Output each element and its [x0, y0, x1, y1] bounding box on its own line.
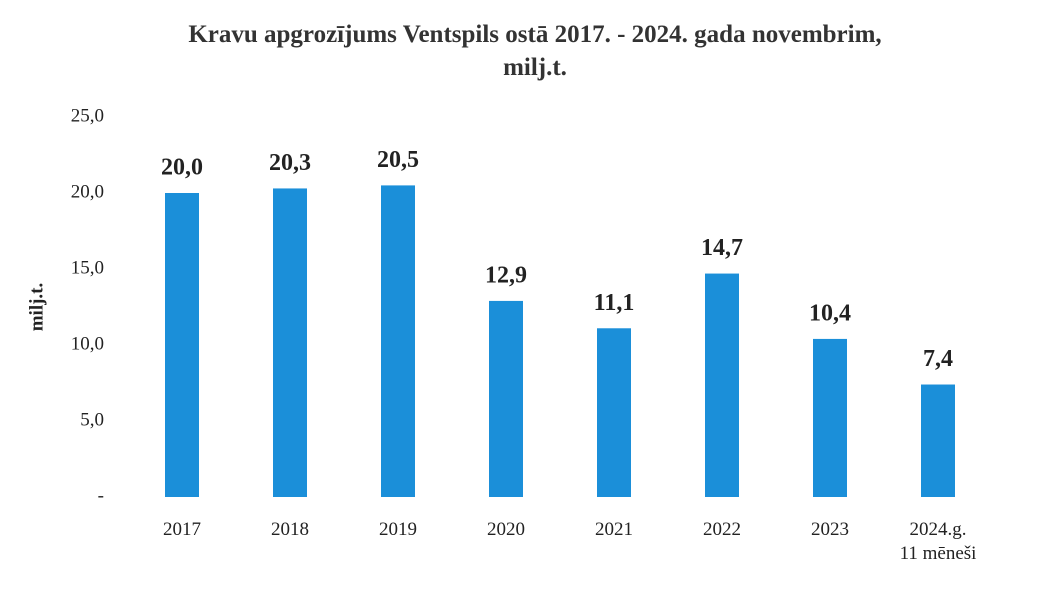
bar [165, 193, 199, 497]
x-tick-label: 2020 [487, 519, 525, 540]
y-tick-label: 25,0 [71, 105, 104, 126]
y-axis-label: milj.t. [26, 283, 47, 332]
x-tick-label: 2021 [595, 519, 633, 540]
value-label: 20,5 [377, 147, 419, 173]
value-label: 20,3 [269, 150, 311, 176]
bar [381, 185, 415, 497]
value-label: 12,9 [485, 262, 527, 288]
x-tick-label: 2018 [271, 519, 309, 540]
y-tick-label: 5,0 [80, 409, 104, 430]
x-tick-label: 2022 [703, 519, 741, 540]
y-tick-label: - [98, 485, 104, 506]
x-tick-label: 2019 [379, 519, 417, 540]
x-tick-label: 2017 [163, 519, 201, 540]
x-tick-label: 2024.g. 11 mēneši [899, 519, 977, 564]
bar [705, 273, 739, 497]
x-tick-label: 2023 [811, 519, 849, 540]
bar [273, 188, 307, 497]
value-label: 11,1 [594, 290, 635, 316]
y-tick-label: 20,0 [71, 181, 104, 202]
bar [813, 338, 847, 497]
y-tick-label: 10,0 [71, 333, 104, 354]
value-label: 10,4 [809, 300, 851, 326]
value-label: 7,4 [923, 346, 953, 372]
bar [597, 328, 631, 497]
bar [921, 384, 955, 497]
bar [489, 300, 523, 497]
value-label: 14,7 [701, 235, 743, 261]
value-label: 20,0 [161, 155, 203, 181]
y-tick-label: 15,0 [71, 257, 104, 278]
chart-title: Kravu apgrozījums Ventspils ostā 2017. -… [188, 21, 882, 81]
